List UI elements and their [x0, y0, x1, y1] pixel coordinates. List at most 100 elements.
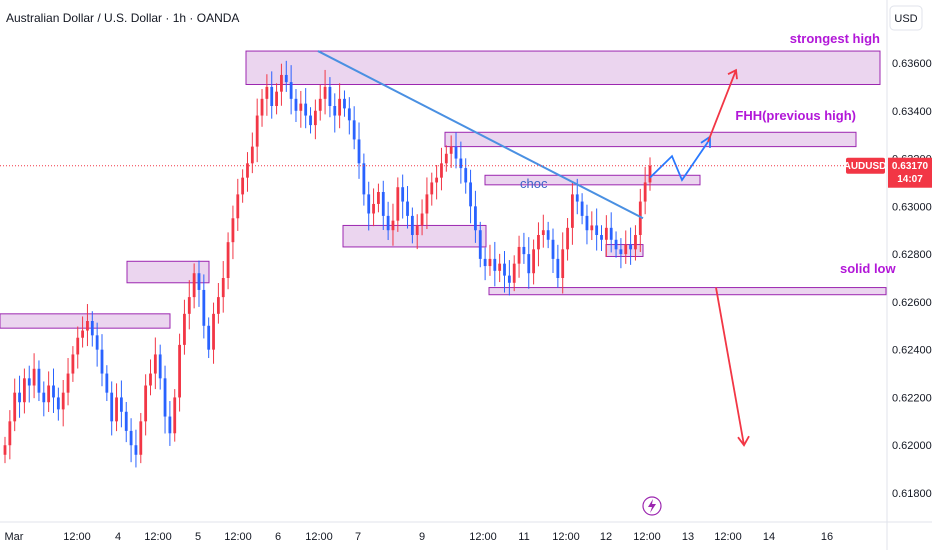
candle-body — [352, 120, 356, 140]
candle-body — [95, 335, 99, 350]
candle-body — [454, 146, 458, 159]
zone-rect[interactable] — [245, 50, 881, 85]
price-tick-label: 0.62600 — [892, 297, 932, 309]
time-tick-label: 7 — [355, 531, 361, 543]
candle-body — [202, 289, 206, 326]
candle-body — [250, 146, 254, 164]
candle-body — [333, 106, 337, 116]
target-up-arrow[interactable] — [707, 69, 737, 143]
candle-body — [435, 177, 439, 183]
candle-body — [22, 378, 26, 403]
candle-body — [386, 215, 390, 231]
candle-body — [163, 378, 167, 417]
candle-body — [149, 373, 152, 386]
projection-up-path[interactable] — [649, 141, 709, 182]
candle-body — [8, 421, 12, 446]
price-tag-symbol-bg — [846, 157, 885, 174]
price-tick-label: 0.63000 — [892, 201, 932, 213]
candle-body — [76, 337, 80, 355]
candle-body — [420, 213, 424, 226]
price-tick-label: 0.62200 — [892, 392, 932, 404]
candle-body — [444, 153, 448, 164]
candle-body — [110, 392, 114, 422]
candle-body — [391, 220, 395, 231]
candle-body — [27, 378, 31, 386]
candle-body — [469, 182, 472, 207]
candle-body — [304, 103, 308, 116]
price-tick-label: 0.62000 — [892, 440, 932, 452]
price-tag-value: 0.63170 — [892, 161, 929, 172]
candle-body — [483, 258, 487, 267]
price-axis[interactable]: 0.636000.634000.632000.630000.628000.626… — [892, 58, 932, 500]
candle-body — [347, 108, 351, 121]
candle-body — [192, 273, 196, 298]
lines-layer — [317, 50, 750, 447]
zone-rect[interactable] — [0, 313, 171, 329]
candle-body — [61, 392, 65, 410]
target-down-arrow[interactable] — [715, 287, 745, 446]
time-tick-label: 12:00 — [552, 531, 580, 543]
candle-body — [318, 98, 322, 111]
time-tick-label: 6 — [275, 531, 281, 543]
candle-body — [313, 110, 317, 126]
candle-body — [18, 392, 21, 403]
candle-body — [643, 182, 647, 202]
candle-body — [183, 313, 186, 345]
lightning-icon[interactable] — [642, 496, 662, 516]
time-tick-label: 12:00 — [224, 531, 252, 543]
candle-body — [197, 273, 201, 290]
candle-body — [546, 230, 550, 240]
currency-button[interactable] — [889, 5, 923, 31]
candle-body — [323, 86, 327, 99]
trendline[interactable] — [317, 50, 644, 220]
candle-body — [532, 249, 536, 274]
candle-body — [81, 330, 84, 338]
candle-body — [3, 445, 7, 455]
candle-body — [86, 321, 89, 331]
price-tick-label: 0.62400 — [892, 345, 932, 357]
candle-body — [338, 98, 342, 116]
time-tick-label: 9 — [419, 531, 425, 543]
candle-body — [425, 194, 429, 214]
candle-body — [527, 254, 531, 274]
candle-body — [401, 187, 405, 202]
candle-body — [42, 392, 46, 403]
candle-body — [52, 385, 55, 398]
candle-body — [551, 239, 555, 259]
candle-body — [124, 411, 128, 431]
candle-body — [619, 249, 623, 255]
zone-rect[interactable] — [484, 174, 701, 186]
zone-rect[interactable] — [126, 260, 210, 284]
candle-body — [168, 416, 172, 434]
candle-body — [246, 163, 249, 178]
time-axis[interactable]: Mar 12:00 4 12:00 5 12:00 6 12:00 7 9 12:00 11 12:00… — [5, 531, 834, 543]
candle-body — [299, 103, 303, 111]
candle-body — [517, 246, 521, 264]
candle-body — [406, 201, 409, 216]
zone-rect[interactable] — [488, 287, 887, 296]
candle-body — [56, 397, 60, 410]
candle-body — [580, 201, 584, 216]
candle-body — [498, 263, 502, 271]
candle-body — [614, 239, 618, 250]
zone-rect[interactable] — [444, 131, 857, 148]
candle-body — [488, 258, 492, 267]
candle-body — [410, 215, 414, 235]
candles-layer — [3, 60, 652, 468]
candle-body — [158, 354, 162, 379]
zone-rect[interactable] — [342, 224, 487, 248]
price-tick-label: 0.63400 — [892, 106, 932, 118]
candle-body — [440, 163, 443, 178]
candle-body — [66, 373, 70, 393]
target-down-arrowhead — [737, 435, 750, 447]
candle-body — [343, 98, 346, 109]
candle-body — [590, 225, 594, 231]
time-tick-label: 12:00 — [633, 531, 661, 543]
candle-body — [430, 182, 434, 195]
candle-body — [634, 235, 637, 250]
candle-body — [493, 258, 497, 271]
price-tag-value-bg — [888, 157, 932, 188]
candle-body — [522, 246, 526, 255]
candle-body — [236, 194, 240, 219]
